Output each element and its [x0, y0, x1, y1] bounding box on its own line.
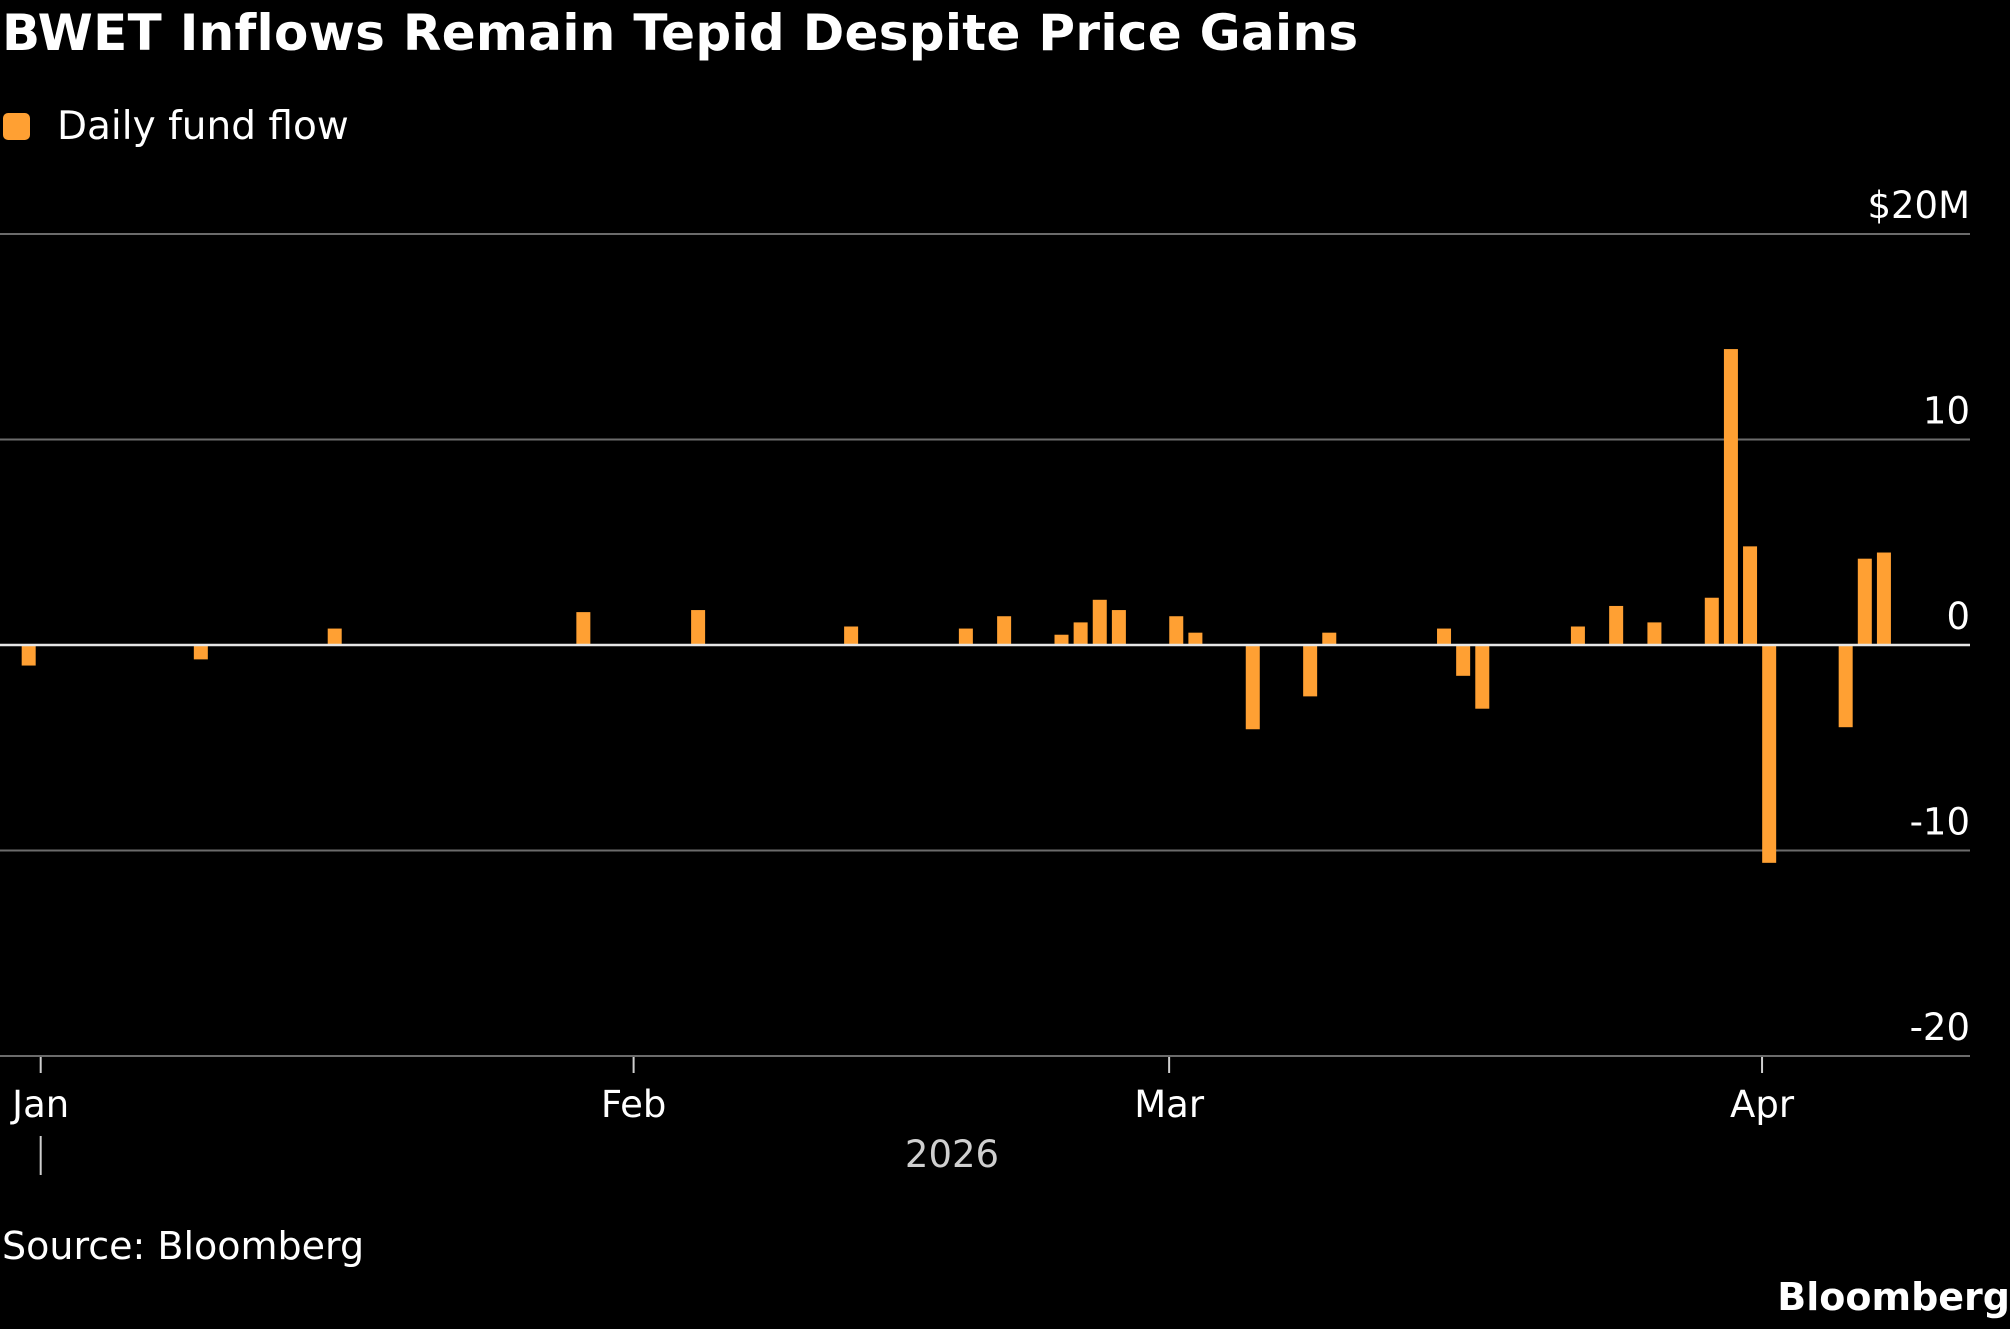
- data-bar: [1245, 645, 1260, 730]
- data-bar: [958, 628, 973, 645]
- bars-layer: [21, 349, 1891, 863]
- data-bar: [1054, 634, 1069, 645]
- data-bar: [327, 628, 342, 645]
- grid-layer: [0, 233, 1970, 1057]
- data-bar: [844, 626, 859, 645]
- data-bar: [576, 612, 591, 645]
- data-bar: [1647, 622, 1662, 645]
- axis-layer: $20M 10 0 -10 -20 Jan Feb Mar Apr 2026: [0, 184, 1970, 1176]
- data-bar: [1609, 605, 1624, 645]
- data-bar: [1073, 622, 1088, 645]
- data-bar: [1437, 628, 1452, 645]
- data-bar: [1838, 645, 1853, 728]
- data-bar: [1303, 645, 1318, 697]
- y-tick-label: -20: [1910, 1006, 1970, 1049]
- data-bar: [1857, 558, 1872, 645]
- data-bar: [1092, 599, 1107, 645]
- data-bar: [1169, 616, 1184, 645]
- data-bar: [1456, 645, 1471, 676]
- y-tick-label: 0: [1946, 595, 1970, 638]
- data-bar: [1322, 632, 1337, 645]
- y-tick-label: -10: [1910, 801, 1970, 844]
- data-bar: [691, 610, 706, 645]
- legend-label: Daily fund flow: [57, 104, 349, 149]
- data-bar: [1743, 546, 1758, 645]
- legend-swatch: [3, 113, 30, 140]
- data-bar: [1704, 597, 1719, 645]
- y-tick-label: $20M: [1867, 184, 1970, 227]
- data-bar: [1111, 610, 1126, 645]
- x-axis-year-label: 2026: [905, 1133, 999, 1176]
- legend: Daily fund flow: [3, 104, 349, 149]
- x-tick-label: Mar: [1134, 1083, 1205, 1126]
- x-tick-label: Apr: [1730, 1083, 1795, 1126]
- y-tick-label: 10: [1923, 390, 1970, 433]
- data-bar: [193, 645, 208, 660]
- data-bar: [997, 616, 1012, 645]
- data-bar: [1723, 349, 1738, 645]
- data-bar: [21, 645, 36, 666]
- data-bar: [1762, 645, 1777, 863]
- x-tick-label: Jan: [10, 1083, 69, 1126]
- data-bar: [1475, 645, 1490, 709]
- data-bar: [1876, 552, 1891, 645]
- data-bar: [1570, 626, 1585, 645]
- chart-title: BWET Inflows Remain Tepid Despite Price …: [2, 4, 1359, 62]
- data-bar: [1188, 632, 1203, 645]
- source-note: Source: Bloomberg: [2, 1224, 365, 1268]
- x-tick-label: Feb: [601, 1083, 667, 1126]
- bloomberg-logo: Bloomberg: [1777, 1275, 2010, 1319]
